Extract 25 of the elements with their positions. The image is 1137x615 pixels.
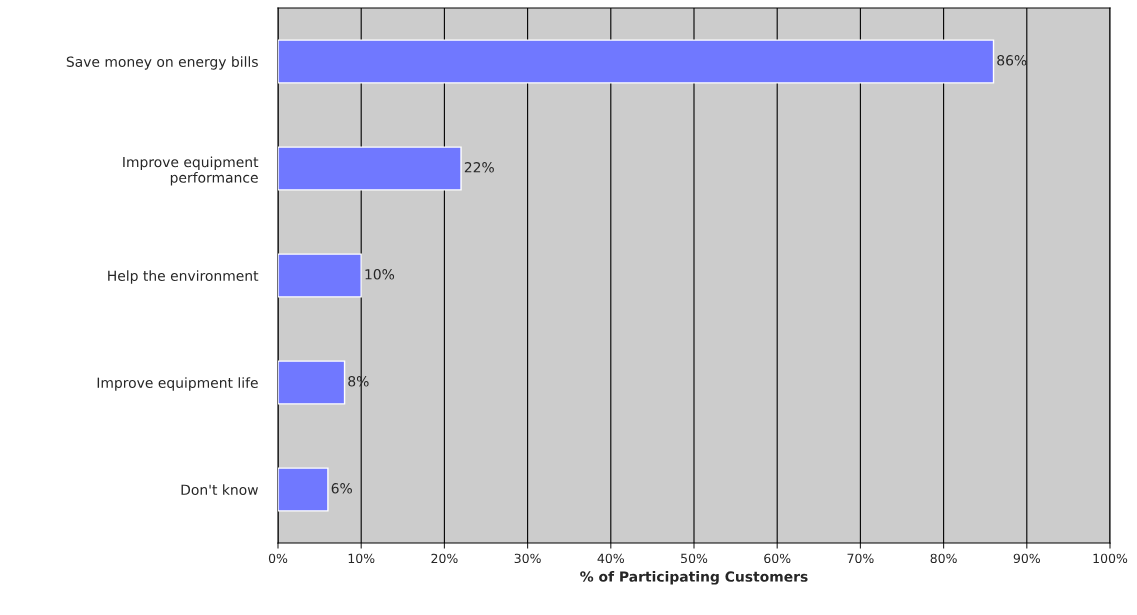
bar	[278, 146, 462, 191]
x-tick-label: 70%	[847, 553, 874, 564]
x-tick-label: 90%	[1013, 553, 1040, 564]
data-label: 6%	[331, 483, 352, 494]
x-axis-title: % of Participating Customers	[580, 571, 808, 585]
x-tick-label: 20%	[431, 553, 458, 564]
x-tick-label: 80%	[930, 553, 957, 564]
y-tick-label: Improve equipment life	[97, 377, 258, 391]
y-tick-label: Save money on energy bills	[66, 56, 258, 70]
y-tick-label: Improve equipment performance	[123, 156, 259, 186]
bar	[278, 39, 995, 84]
x-tick-label: 60%	[764, 553, 791, 564]
bar	[278, 253, 362, 298]
x-tick-label: 10%	[348, 553, 375, 564]
x-tick-label: 30%	[514, 553, 541, 564]
bar	[278, 467, 329, 512]
x-tick-label: 0%	[268, 553, 288, 564]
data-label: 10%	[365, 269, 395, 280]
x-tick-label: 40%	[597, 553, 624, 564]
y-tick-label: Help the environment	[108, 270, 259, 284]
y-tick-label: Don't know	[181, 484, 258, 495]
x-tick-label: 50%	[681, 553, 708, 564]
data-label: 22%	[464, 162, 494, 173]
bar	[278, 360, 346, 405]
x-tick-label: 100%	[1093, 553, 1128, 564]
